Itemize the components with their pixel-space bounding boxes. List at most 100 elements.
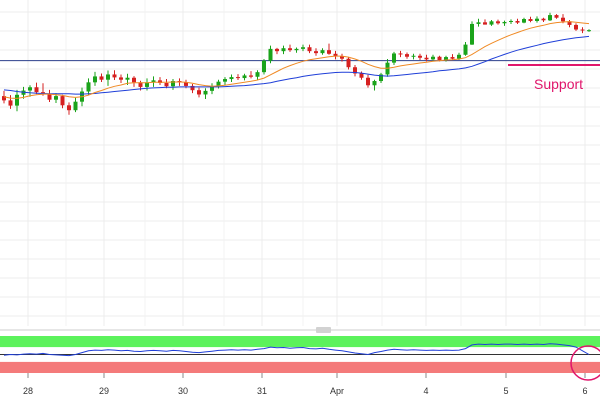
candle-body — [34, 87, 39, 93]
candle-body — [242, 75, 247, 79]
candle-body — [405, 54, 409, 57]
candle-body — [275, 48, 279, 52]
candle-body — [522, 19, 526, 23]
candle-body — [411, 55, 416, 57]
candle-body — [236, 77, 240, 79]
candle-body — [314, 51, 318, 54]
candle-body — [119, 77, 123, 80]
candlestick-series — [2, 12, 591, 115]
candle-body — [158, 80, 162, 83]
candle-body — [359, 73, 364, 78]
candle-body — [47, 94, 52, 100]
candle-body — [281, 48, 286, 52]
candle-body — [288, 48, 292, 51]
candle-body — [184, 82, 188, 86]
x-tick-label: 30 — [178, 386, 188, 396]
candle-body — [340, 56, 344, 59]
candle-body — [106, 74, 110, 80]
candle-body — [151, 80, 156, 83]
candle-body — [307, 47, 312, 52]
moving-average-slow-line — [3, 35, 590, 95]
oscillator-upper-zone — [0, 336, 600, 348]
candle-body — [190, 85, 195, 91]
candle-body — [450, 57, 455, 59]
x-tick-label: 5 — [503, 386, 508, 396]
candle-body — [197, 90, 201, 95]
candle-body — [489, 21, 494, 25]
moving-averages — [3, 21, 590, 99]
candle-body — [262, 60, 266, 73]
candle-body — [268, 48, 273, 61]
candle-body — [294, 48, 299, 51]
candle-body — [463, 44, 468, 55]
candle-body — [398, 53, 403, 55]
candle-body — [112, 74, 117, 78]
candle-body — [203, 90, 208, 95]
candle-body — [554, 15, 559, 18]
pane-divider[interactable] — [0, 327, 600, 333]
candle-body — [346, 58, 351, 68]
candle-body — [333, 53, 338, 57]
candle-body — [561, 17, 565, 22]
grid-lines — [0, 0, 600, 326]
candle-body — [587, 30, 591, 32]
candle-body — [476, 22, 481, 24]
candle-body — [93, 76, 97, 83]
candle-body — [372, 81, 377, 86]
candle-body — [60, 96, 65, 106]
candle-body — [28, 87, 32, 91]
candle-body — [210, 85, 214, 91]
candle-body — [431, 56, 435, 60]
candle-body — [327, 50, 331, 54]
highlight-circle — [570, 345, 600, 381]
x-axis-ticks: 28 29 30 31 Apr 4 5 6 — [23, 373, 588, 396]
x-tick-label: 28 — [23, 386, 33, 396]
candle-body — [54, 96, 58, 100]
candle-body — [444, 57, 448, 61]
candle-body — [509, 20, 513, 22]
x-tick-label: 29 — [99, 386, 109, 396]
horizontal-lines — [0, 60, 600, 66]
candle-body — [2, 96, 6, 101]
candle-body — [424, 57, 429, 60]
candle-body — [548, 15, 552, 21]
candle-body — [216, 81, 221, 86]
candle-body — [249, 75, 253, 77]
candle-body — [145, 82, 149, 87]
candle-body — [567, 21, 572, 25]
candle-body — [353, 67, 357, 74]
candle-body — [470, 23, 474, 45]
candle-body — [86, 82, 91, 92]
candle-body — [229, 77, 234, 80]
candle-body — [171, 81, 175, 87]
x-tick-label: Apr — [330, 386, 344, 396]
candle-body — [366, 77, 370, 86]
candle-body — [483, 22, 487, 25]
candle-body — [418, 55, 422, 58]
candle-body — [8, 100, 13, 106]
x-tick-label: 4 — [423, 386, 428, 396]
candle-body — [515, 20, 520, 23]
candle-body — [125, 77, 130, 80]
candle-body — [528, 19, 533, 21]
candle-body — [502, 21, 507, 24]
candle-body — [164, 82, 169, 87]
candle-body — [73, 101, 78, 111]
candle-body — [392, 53, 396, 63]
moving-average-fast-line — [3, 21, 590, 99]
candle-body — [301, 47, 305, 49]
candle-body — [132, 77, 136, 83]
candle-body — [496, 21, 500, 24]
candle-body — [138, 82, 143, 87]
candle-body — [15, 94, 19, 106]
x-tick-label: 31 — [257, 386, 267, 396]
support-label: Support — [534, 76, 583, 92]
candle-body — [255, 72, 260, 77]
candle-body — [99, 76, 104, 80]
candle-body — [67, 105, 71, 111]
oscillator-pane — [0, 336, 600, 373]
candle-body — [574, 24, 578, 30]
oscillator-line — [3, 343, 590, 357]
candle-body — [320, 50, 325, 54]
